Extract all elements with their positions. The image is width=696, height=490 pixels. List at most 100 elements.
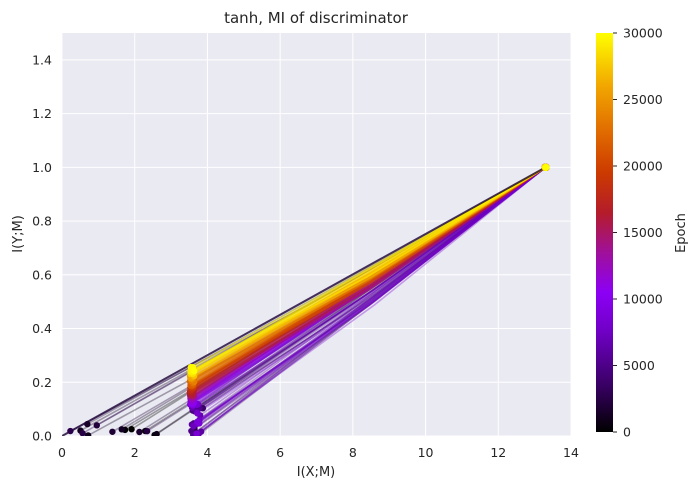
epoch-line	[193, 166, 546, 397]
epoch-line	[193, 166, 546, 378]
epoch-line	[191, 166, 546, 373]
colorbar-tick-label: 20000	[623, 159, 663, 174]
epoch-line	[189, 166, 546, 393]
epoch-line	[193, 166, 546, 395]
epoch-line	[96, 166, 546, 427]
epoch-line	[195, 166, 547, 433]
epoch-line	[193, 166, 547, 424]
epoch-line	[193, 166, 546, 377]
epoch-line	[191, 166, 546, 397]
epoch-line	[191, 166, 546, 409]
epoch-line	[192, 166, 546, 388]
epoch-line	[192, 166, 546, 394]
epoch-line	[197, 166, 547, 405]
colorbar	[596, 33, 613, 432]
epoch-line	[138, 166, 546, 433]
epoch-line	[199, 166, 547, 409]
epoch-line	[191, 166, 547, 404]
epoch-line	[193, 166, 546, 383]
epoch-line	[193, 166, 546, 383]
epoch-line	[199, 166, 547, 421]
epoch-line	[191, 166, 546, 377]
epoch-line	[192, 166, 546, 386]
epoch-line	[197, 166, 547, 423]
epoch-line	[196, 166, 547, 424]
epoch-point	[79, 430, 86, 436]
epoch-line	[190, 166, 546, 401]
epoch-line	[192, 166, 546, 400]
x-tick-label: 12	[490, 445, 506, 460]
epoch-line	[191, 166, 546, 389]
epoch-line	[196, 166, 547, 410]
epoch-line	[189, 166, 546, 393]
epoch-point	[136, 428, 143, 436]
epoch-line	[191, 166, 546, 380]
epoch-line	[190, 166, 547, 398]
epoch-line	[191, 166, 546, 387]
epoch-point	[84, 432, 92, 436]
epoch-line	[190, 166, 546, 368]
epoch-line	[80, 166, 546, 432]
epoch-line	[190, 166, 547, 405]
epoch-line	[199, 166, 547, 417]
epoch-line	[192, 166, 546, 374]
colorbar-tick-label: 30000	[623, 26, 663, 41]
epoch-line	[146, 166, 547, 432]
x-tick-label: 10	[418, 445, 434, 460]
epoch-line	[193, 166, 546, 402]
epoch-line	[191, 166, 546, 382]
x-tick-label: 14	[563, 445, 579, 460]
epoch-line	[193, 166, 546, 404]
epoch-line	[192, 166, 546, 398]
epoch-line	[197, 166, 547, 410]
epoch-point	[143, 427, 151, 435]
epoch-line	[196, 166, 547, 415]
epoch-line	[193, 166, 546, 374]
epoch-point	[118, 426, 125, 433]
epoch-line	[190, 166, 546, 395]
epoch-line	[192, 166, 546, 373]
epoch-line	[192, 166, 546, 394]
epoch-line	[193, 166, 546, 385]
epoch-line	[190, 166, 546, 387]
epoch-point	[109, 428, 116, 435]
epoch-line	[191, 166, 546, 379]
epoch-line	[190, 166, 546, 398]
epoch-line	[193, 166, 546, 400]
epoch-line	[189, 166, 546, 382]
epoch-line	[190, 166, 546, 383]
colorbar-tick-label: 15000	[623, 225, 663, 240]
epoch-line	[189, 166, 546, 395]
epoch-line	[193, 166, 547, 398]
epoch-line	[190, 166, 546, 381]
epoch-line	[191, 166, 546, 388]
epoch-point	[128, 426, 135, 433]
epoch-line	[192, 166, 546, 381]
x-tick-label: 4	[203, 445, 211, 460]
epoch-line	[191, 166, 547, 395]
colorbar-tick-label: 0	[623, 425, 631, 440]
epoch-line	[190, 166, 546, 389]
epoch-line	[198, 166, 547, 434]
epoch-line	[191, 166, 546, 380]
epoch-line	[190, 166, 546, 380]
epoch-line	[144, 166, 547, 432]
epoch-line	[192, 166, 546, 374]
epoch-line	[191, 166, 547, 393]
epoch-line	[191, 166, 546, 373]
epoch-line	[191, 166, 546, 395]
epoch-line	[190, 166, 546, 392]
colorbar-tick-label: 10000	[623, 292, 663, 307]
epoch-line	[191, 166, 546, 380]
epoch-point	[153, 430, 160, 436]
epoch-line	[192, 166, 546, 382]
x-tick-label: 0	[58, 445, 66, 460]
epoch-line	[191, 166, 546, 379]
epoch-line	[192, 166, 546, 375]
epoch-line	[190, 166, 547, 403]
epoch-line	[193, 166, 547, 405]
epoch-line	[193, 166, 546, 398]
plot-background	[62, 33, 571, 436]
epoch-line	[190, 166, 546, 400]
